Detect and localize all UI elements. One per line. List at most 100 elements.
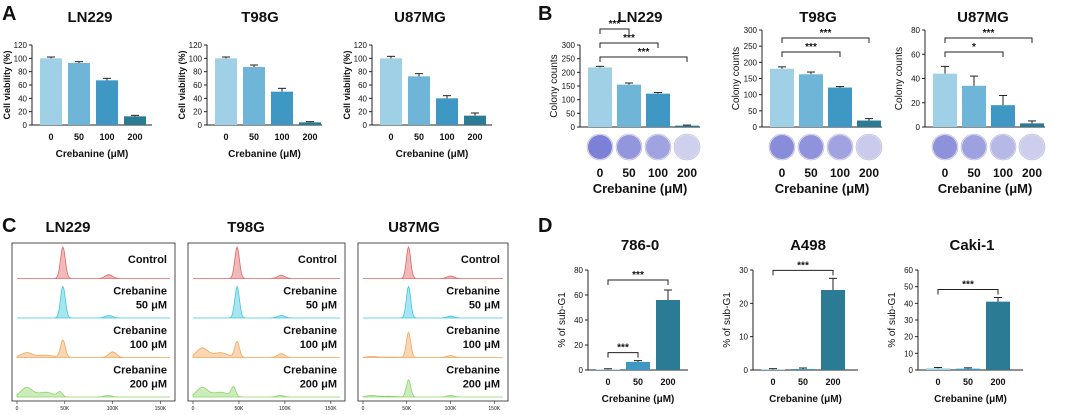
y-tick-label: 100 [562, 96, 576, 105]
flow-row-label: Crebanine [113, 286, 167, 298]
histogram-row-2 [363, 285, 503, 319]
chart-d-a498: A498 0 10 20 30 % of sub-G1 0 50 200 Crebanine (μ… [722, 237, 858, 405]
bar [962, 85, 986, 127]
x-axis-label: Crebanine (μM) [769, 394, 842, 405]
y-tick-label: 300 [562, 41, 576, 50]
significance-bracket [599, 42, 659, 48]
y-tick-label: 60 [358, 81, 367, 90]
colony-well [797, 133, 825, 161]
y-tick-label: 30 [904, 316, 913, 325]
well-colonies [799, 135, 823, 159]
bracket-line [944, 51, 1004, 57]
significance-label: *** [820, 28, 832, 39]
x-tick-label: 100 [993, 166, 1013, 180]
panel-letter-c: C [2, 215, 16, 237]
flow-frame [357, 242, 509, 402]
flow-row-label: Crebanine [283, 325, 337, 337]
y-tick-label: 10 [739, 333, 748, 342]
y-tick-label: 20 [574, 341, 583, 350]
bracket-line [607, 352, 639, 358]
y-tick-label: 20 [739, 299, 748, 308]
significance-label: *** [962, 280, 974, 291]
significance-bracket [772, 269, 834, 276]
well-colonies [646, 135, 670, 159]
well-colonies [857, 135, 881, 159]
chart-title: Caki-1 [949, 237, 994, 254]
y-axis-label: % of sub-G1 [557, 292, 568, 348]
y-tick-label: 120 [189, 41, 203, 50]
flow-row-label: 100 μM [300, 339, 337, 351]
flow-row-label: Control [298, 254, 337, 266]
y-tick-label: 50 [748, 107, 757, 116]
y-tick-label: 20 [18, 108, 27, 117]
x-tick-label: 50 [633, 377, 643, 387]
y-tick-label: 300 [744, 26, 758, 35]
bar [956, 368, 980, 370]
y-tick-label: 60 [574, 291, 583, 300]
bar [933, 73, 957, 127]
x-axis-label: Crebanine (μM) [593, 181, 688, 196]
y-tick-label: 40 [18, 94, 27, 103]
colony-well [960, 133, 988, 161]
flow-x-tick-label: 50K [234, 406, 244, 412]
bar [271, 91, 293, 125]
x-axis-label: Crebanine (μM) [934, 394, 1007, 405]
panel-letter-d: D [538, 215, 552, 237]
x-tick-label: 0 [942, 166, 949, 180]
flow-panel-title: T98G [227, 219, 265, 236]
flow-row-label: 50 μM [469, 300, 500, 312]
bar [646, 93, 670, 127]
well-base [1018, 133, 1046, 161]
bar [926, 368, 950, 370]
significance-label: *** [623, 33, 635, 44]
bar [40, 58, 62, 126]
x-tick-label: 0 [597, 166, 604, 180]
chart-title: T98G [799, 9, 837, 26]
flow-row-label: Crebanine [446, 365, 500, 377]
significance-label: *** [617, 343, 629, 354]
well-colonies [1020, 135, 1044, 159]
x-tick-label: 0 [935, 377, 940, 387]
x-tick-label: 100 [439, 132, 454, 142]
y-tick-label: 40 [193, 94, 202, 103]
well-colonies [828, 135, 852, 159]
y-axis-label: Cell viability (%) [2, 50, 12, 119]
colony-well [768, 133, 796, 161]
y-tick-label: 60 [911, 50, 920, 59]
flow-x-tick-label: 50K [402, 406, 412, 412]
chart-title: T98G [241, 9, 279, 26]
chart-title: U87MG [394, 9, 446, 26]
flow-x-tick-label: 150K [155, 406, 167, 412]
bar [675, 125, 699, 127]
y-tick-label: 0 [579, 366, 584, 375]
well-base [673, 133, 701, 161]
significance-bracket [599, 28, 630, 34]
y-axis-label: Cell viability (%) [342, 50, 352, 119]
significance-label: *** [632, 270, 644, 281]
flow-row-label: 50 μM [306, 300, 337, 312]
x-tick-label: 100 [99, 132, 114, 142]
y-tick-label: 0 [23, 121, 28, 130]
y-tick-label: 150 [562, 82, 576, 91]
bar [596, 369, 620, 370]
histogram-row-1 [363, 245, 503, 279]
flow-x-tick-label: 100K [107, 406, 119, 412]
flow-row-label: Control [461, 254, 500, 266]
x-tick-label: 50 [967, 166, 981, 180]
y-tick-label: 120 [14, 41, 28, 50]
flow-row-label: 50 μM [136, 300, 167, 312]
x-axis-label: Crebanine (μM) [396, 149, 469, 160]
y-tick-label: 0 [753, 123, 758, 132]
x-axis-label: Crebanine (μM) [938, 181, 1033, 196]
flow-panel-title: U87MG [388, 219, 440, 236]
x-tick-label: 50 [74, 132, 84, 142]
significance-label: *** [983, 28, 995, 39]
bracket-line [607, 279, 669, 285]
flow-x-tick-label: 100K [445, 406, 457, 412]
well-colonies [770, 135, 794, 159]
y-tick-label: 100 [354, 54, 368, 63]
x-axis-label: Crebanine (μM) [56, 149, 129, 160]
x-tick-label: 200 [660, 377, 675, 387]
x-tick-label: 0 [48, 132, 53, 142]
